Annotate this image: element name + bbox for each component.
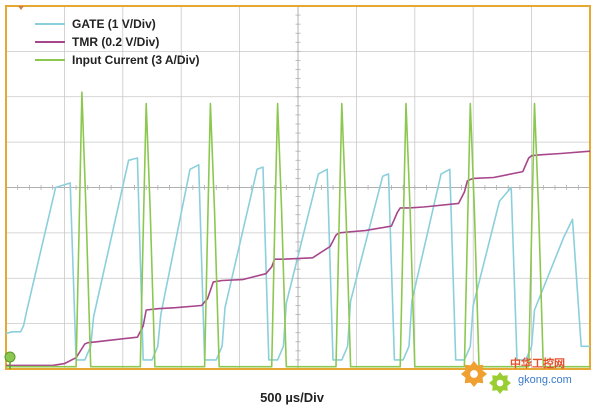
series-line-input — [6, 91, 590, 368]
legend-label-gate: GATE (1 V/Div) — [72, 17, 156, 31]
ground-marker-group — [4, 351, 16, 369]
series-group — [5, 91, 591, 368]
legend-label-tmr: TMR (0.2 V/Div) — [72, 35, 159, 49]
plot-frame — [5, 5, 591, 370]
watermark-logo: 中华工控网 gkong.com — [461, 356, 572, 394]
watermark-cn-text: 中华工控网 — [510, 356, 565, 370]
watermark-en-text: gkong.com — [518, 374, 572, 386]
legend: GATE (1 V/Div) TMR (0.2 V/Div) Input Curre… — [35, 17, 200, 67]
series-line-gate — [5, 157, 590, 361]
gear-icon-orange — [461, 361, 487, 387]
grid — [5, 5, 591, 370]
ground-marker — [4, 351, 16, 363]
gear-icon-green — [489, 372, 511, 394]
series-line-tmr — [6, 150, 591, 367]
frame — [5, 5, 591, 370]
legend-label-input: Input Current (3 A/Div) — [72, 53, 200, 67]
trigger-marker — [18, 6, 24, 10]
x-axis-label: 500 µs/Div — [260, 390, 325, 405]
